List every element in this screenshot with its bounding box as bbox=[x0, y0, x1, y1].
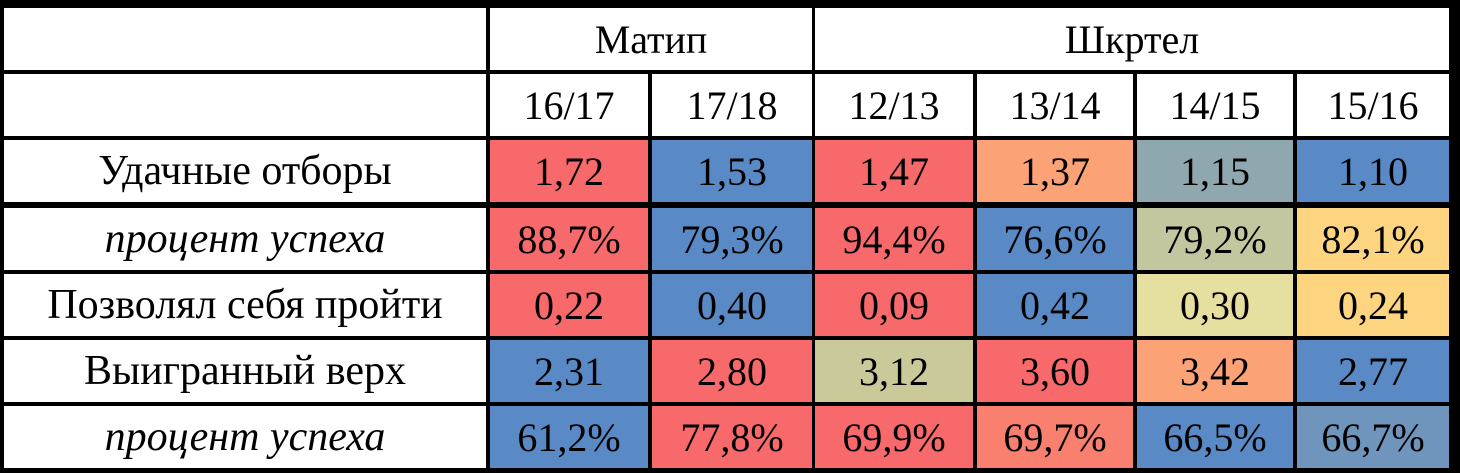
season-header: 12/13 bbox=[815, 74, 973, 136]
season-header: 14/15 bbox=[1137, 74, 1293, 136]
value-cell: 69,7% bbox=[977, 406, 1133, 468]
row-label: процент успеха bbox=[4, 208, 486, 270]
group-header-1: Шкртел bbox=[815, 8, 1449, 70]
value-cell: 79,2% bbox=[1137, 208, 1293, 270]
value-cell: 1,37 bbox=[977, 140, 1133, 202]
season-header: 15/16 bbox=[1297, 74, 1449, 136]
value-cell: 1,15 bbox=[1137, 140, 1293, 202]
value-cell: 82,1% bbox=[1297, 208, 1449, 270]
value-cell: 79,3% bbox=[652, 208, 812, 270]
value-cell: 3,60 bbox=[977, 340, 1133, 402]
value-cell: 69,9% bbox=[815, 406, 973, 468]
value-cell: 1,10 bbox=[1297, 140, 1449, 202]
season-header: 13/14 bbox=[977, 74, 1133, 136]
value-cell: 3,12 bbox=[815, 340, 973, 402]
value-cell: 1,47 bbox=[815, 140, 973, 202]
row-label: Позволял себя пройти bbox=[4, 274, 486, 336]
value-cell: 2,80 bbox=[652, 340, 812, 402]
value-cell: 66,7% bbox=[1297, 406, 1449, 468]
value-cell: 0,42 bbox=[977, 274, 1133, 336]
row-label: Выигранный верх bbox=[4, 340, 486, 402]
value-cell: 94,4% bbox=[815, 208, 973, 270]
value-cell: 1,53 bbox=[652, 140, 812, 202]
group-header-0: Матип bbox=[490, 8, 812, 70]
value-cell: 3,42 bbox=[1137, 340, 1293, 402]
value-cell: 88,7% bbox=[490, 208, 648, 270]
value-cell: 0,40 bbox=[652, 274, 812, 336]
value-cell: 1,72 bbox=[490, 140, 648, 202]
value-cell: 77,8% bbox=[652, 406, 812, 468]
value-cell: 2,77 bbox=[1297, 340, 1449, 402]
season-header: 17/18 bbox=[652, 74, 812, 136]
value-cell: 0,24 bbox=[1297, 274, 1449, 336]
value-cell: 0,22 bbox=[490, 274, 648, 336]
corner-cell-top bbox=[4, 8, 486, 70]
value-cell: 2,31 bbox=[490, 340, 648, 402]
value-cell: 0,30 bbox=[1137, 274, 1293, 336]
value-cell: 0,09 bbox=[815, 274, 973, 336]
season-header: 16/17 bbox=[490, 74, 648, 136]
corner-cell-bottom bbox=[4, 74, 486, 136]
value-cell: 66,5% bbox=[1137, 406, 1293, 468]
row-label: Удачные отборы bbox=[4, 140, 486, 202]
value-cell: 76,6% bbox=[977, 208, 1133, 270]
row-label: процент успеха bbox=[4, 406, 486, 468]
value-cell: 61,2% bbox=[490, 406, 648, 468]
